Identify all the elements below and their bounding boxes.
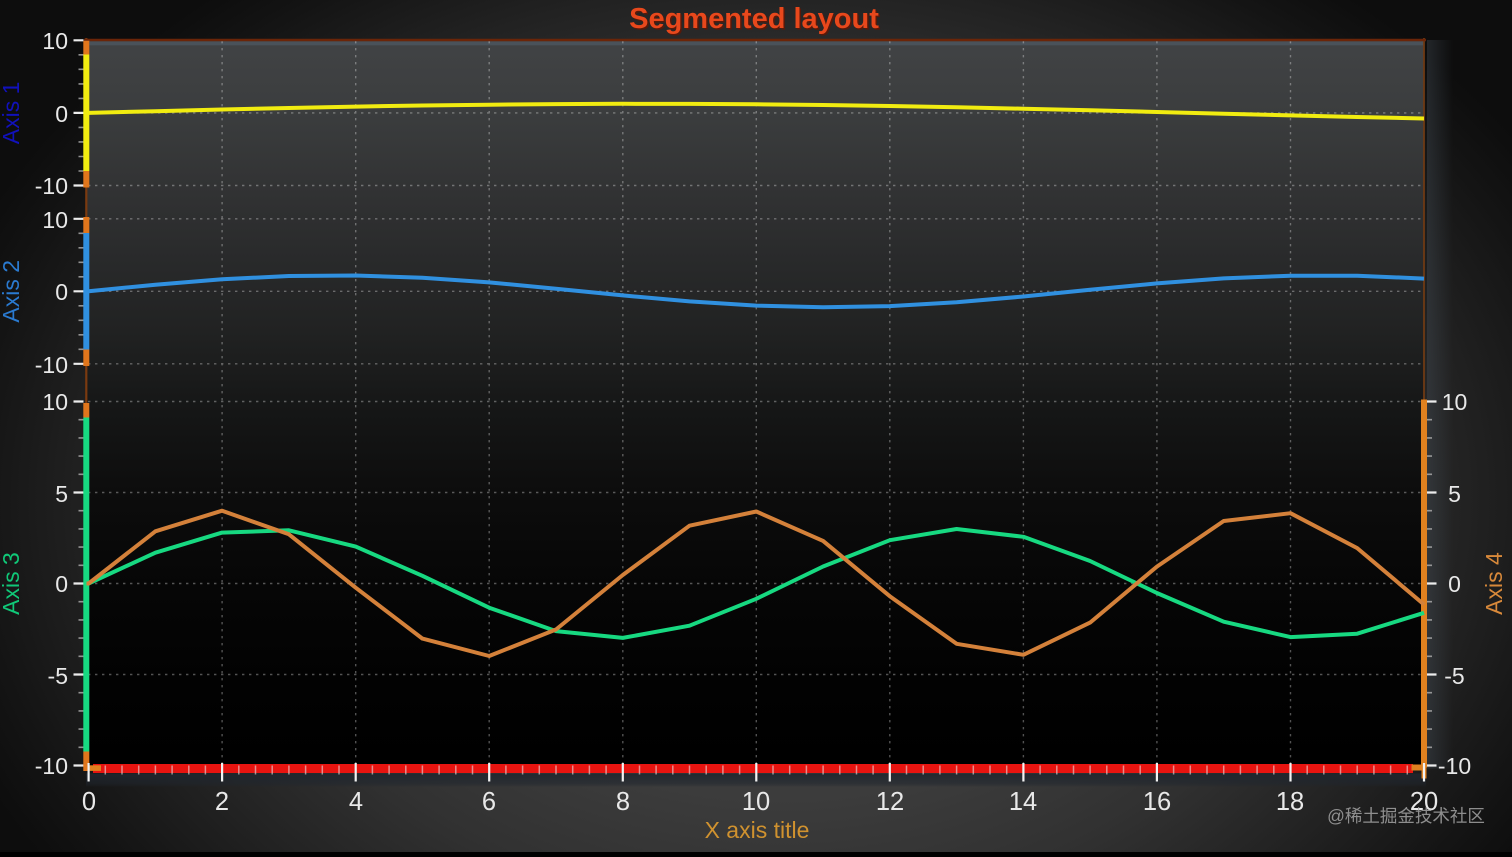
svg-text:10: 10 [42,207,68,233]
svg-text:-5: -5 [1444,663,1464,689]
svg-text:0: 0 [82,788,96,816]
svg-text:14: 14 [1009,788,1037,816]
svg-text:5: 5 [55,481,68,507]
svg-text:Segmented layout: Segmented layout [629,3,879,35]
svg-text:0: 0 [1448,571,1461,597]
svg-text:-10: -10 [35,352,68,378]
svg-text:@稀土掘金技术社区: @稀土掘金技术社区 [1327,806,1485,826]
svg-text:Segmented layout: Segmented layout [631,5,881,37]
svg-text:-5: -5 [48,663,68,689]
svg-text:Axis 2: Axis 2 [0,260,24,323]
svg-text:-10: -10 [35,173,68,199]
svg-text:6: 6 [482,788,496,816]
svg-text:0: 0 [55,571,68,597]
svg-text:Axis 3: Axis 3 [0,552,24,615]
svg-text:4: 4 [349,788,363,816]
svg-text:Axis 1: Axis 1 [0,82,24,145]
svg-text:10: 10 [742,788,770,816]
svg-text:10: 10 [42,389,68,415]
svg-text:18: 18 [1276,788,1304,816]
svg-text:-10: -10 [1438,753,1471,779]
svg-text:20: 20 [1410,788,1438,816]
svg-text:5: 5 [1448,481,1461,507]
svg-text:10: 10 [1442,389,1468,415]
svg-text:Axis 4: Axis 4 [1481,552,1507,615]
svg-text:10: 10 [42,28,68,54]
svg-text:-10: -10 [35,753,68,779]
svg-text:2: 2 [215,788,229,816]
svg-text:8: 8 [616,788,630,816]
svg-text:0: 0 [55,101,68,127]
svg-text:X axis title: X axis title [705,817,810,843]
svg-text:12: 12 [876,788,904,816]
svg-text:0: 0 [55,279,68,305]
svg-text:16: 16 [1143,788,1171,816]
